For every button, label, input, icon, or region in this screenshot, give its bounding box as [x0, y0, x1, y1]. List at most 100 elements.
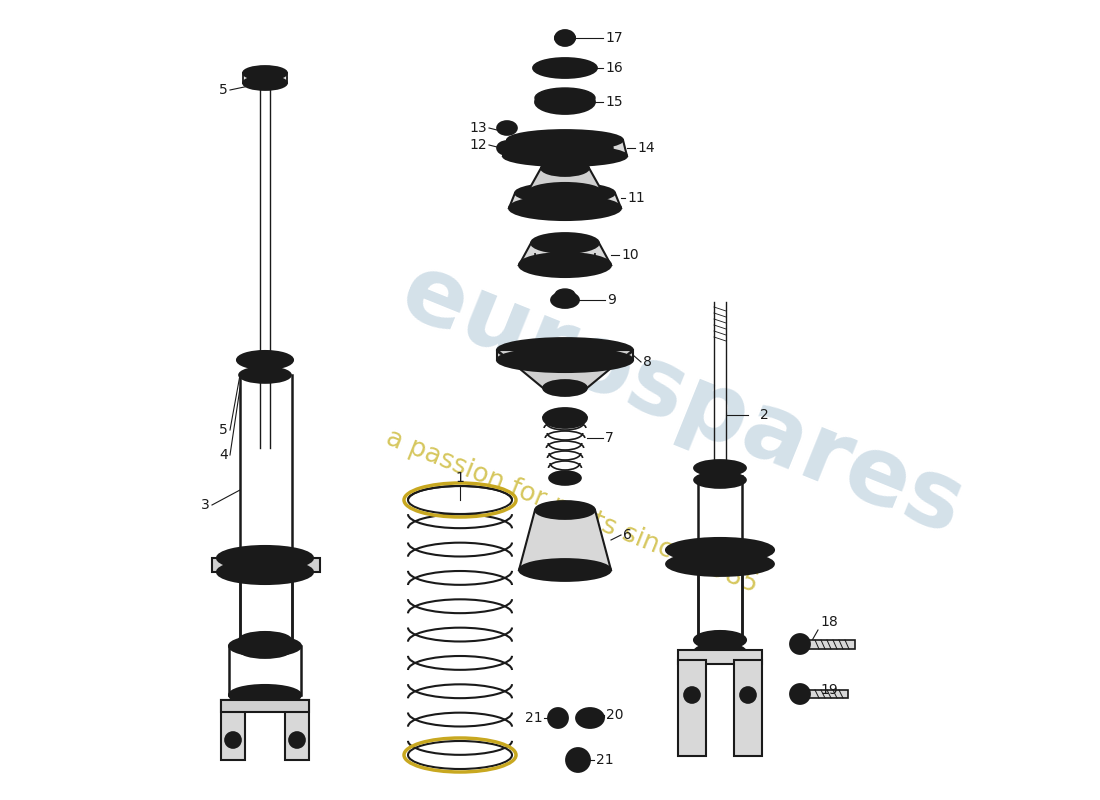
Ellipse shape — [666, 538, 774, 562]
Polygon shape — [519, 510, 610, 570]
Ellipse shape — [694, 631, 746, 649]
Text: 11: 11 — [627, 191, 645, 205]
Ellipse shape — [543, 408, 587, 428]
Ellipse shape — [515, 183, 615, 203]
Ellipse shape — [597, 142, 613, 154]
Polygon shape — [221, 700, 309, 712]
Polygon shape — [221, 700, 245, 760]
Text: 13: 13 — [470, 121, 487, 135]
Text: 12: 12 — [470, 138, 487, 152]
Ellipse shape — [497, 348, 632, 372]
Ellipse shape — [694, 460, 746, 476]
Ellipse shape — [239, 632, 292, 648]
Polygon shape — [734, 660, 762, 756]
Ellipse shape — [551, 292, 579, 308]
Text: 6: 6 — [623, 528, 631, 542]
Text: 5: 5 — [219, 423, 228, 437]
Ellipse shape — [239, 367, 292, 383]
Ellipse shape — [217, 560, 314, 584]
Ellipse shape — [556, 30, 575, 46]
Ellipse shape — [790, 634, 810, 654]
Ellipse shape — [503, 146, 627, 166]
Ellipse shape — [543, 192, 587, 208]
Ellipse shape — [509, 196, 621, 220]
Ellipse shape — [535, 90, 595, 114]
Ellipse shape — [551, 93, 579, 103]
Ellipse shape — [517, 142, 534, 154]
Text: 19: 19 — [820, 683, 838, 697]
Ellipse shape — [534, 58, 597, 78]
Ellipse shape — [585, 714, 595, 722]
Ellipse shape — [257, 73, 273, 83]
Polygon shape — [497, 350, 632, 360]
Text: 18: 18 — [820, 615, 838, 629]
Ellipse shape — [561, 292, 569, 298]
Text: eurospares: eurospares — [388, 246, 976, 554]
Polygon shape — [503, 140, 627, 156]
Ellipse shape — [561, 35, 569, 41]
Text: 2: 2 — [760, 408, 769, 422]
Polygon shape — [678, 650, 762, 664]
Polygon shape — [509, 193, 621, 208]
Ellipse shape — [543, 380, 587, 396]
Ellipse shape — [666, 552, 774, 576]
Ellipse shape — [551, 62, 579, 74]
Text: 4: 4 — [219, 448, 228, 462]
Ellipse shape — [694, 643, 746, 661]
Text: 3: 3 — [201, 498, 210, 512]
Ellipse shape — [507, 130, 623, 150]
Ellipse shape — [527, 183, 603, 203]
Text: 8: 8 — [644, 355, 652, 369]
Ellipse shape — [229, 685, 301, 705]
Ellipse shape — [243, 66, 287, 80]
Ellipse shape — [548, 708, 568, 728]
Polygon shape — [678, 660, 706, 756]
Text: 9: 9 — [607, 293, 616, 307]
Text: 5: 5 — [219, 83, 228, 97]
Polygon shape — [243, 73, 287, 83]
Text: 10: 10 — [621, 248, 639, 262]
Text: 7: 7 — [605, 431, 614, 445]
Ellipse shape — [573, 755, 583, 765]
Ellipse shape — [566, 748, 590, 772]
Ellipse shape — [217, 546, 314, 570]
Polygon shape — [800, 640, 855, 649]
Text: 20: 20 — [606, 708, 624, 722]
Polygon shape — [285, 700, 309, 760]
Ellipse shape — [557, 142, 573, 154]
Text: 17: 17 — [605, 31, 623, 45]
Polygon shape — [519, 243, 610, 265]
Ellipse shape — [239, 642, 292, 658]
Text: a passion for parts since 1985: a passion for parts since 1985 — [382, 426, 762, 598]
Ellipse shape — [497, 141, 517, 155]
Ellipse shape — [559, 64, 571, 72]
Text: 14: 14 — [637, 141, 654, 155]
Ellipse shape — [503, 125, 512, 131]
Text: 1: 1 — [455, 471, 464, 485]
Ellipse shape — [535, 88, 595, 108]
Polygon shape — [527, 168, 603, 193]
Ellipse shape — [694, 472, 746, 488]
Ellipse shape — [790, 684, 810, 704]
Text: 21: 21 — [526, 711, 543, 725]
Ellipse shape — [549, 471, 581, 485]
Ellipse shape — [236, 351, 293, 369]
Ellipse shape — [519, 253, 610, 277]
Ellipse shape — [740, 687, 756, 703]
Ellipse shape — [289, 732, 305, 748]
Ellipse shape — [229, 636, 301, 656]
Text: 15: 15 — [605, 95, 623, 109]
Polygon shape — [212, 558, 320, 572]
Ellipse shape — [531, 233, 600, 253]
Text: 21: 21 — [596, 753, 614, 767]
Polygon shape — [800, 690, 848, 698]
Ellipse shape — [535, 501, 595, 519]
Ellipse shape — [556, 289, 575, 301]
Polygon shape — [497, 350, 632, 388]
Ellipse shape — [541, 160, 589, 176]
Ellipse shape — [519, 559, 610, 581]
Ellipse shape — [554, 714, 562, 722]
Ellipse shape — [556, 32, 575, 44]
Ellipse shape — [497, 121, 517, 135]
Ellipse shape — [684, 687, 700, 703]
